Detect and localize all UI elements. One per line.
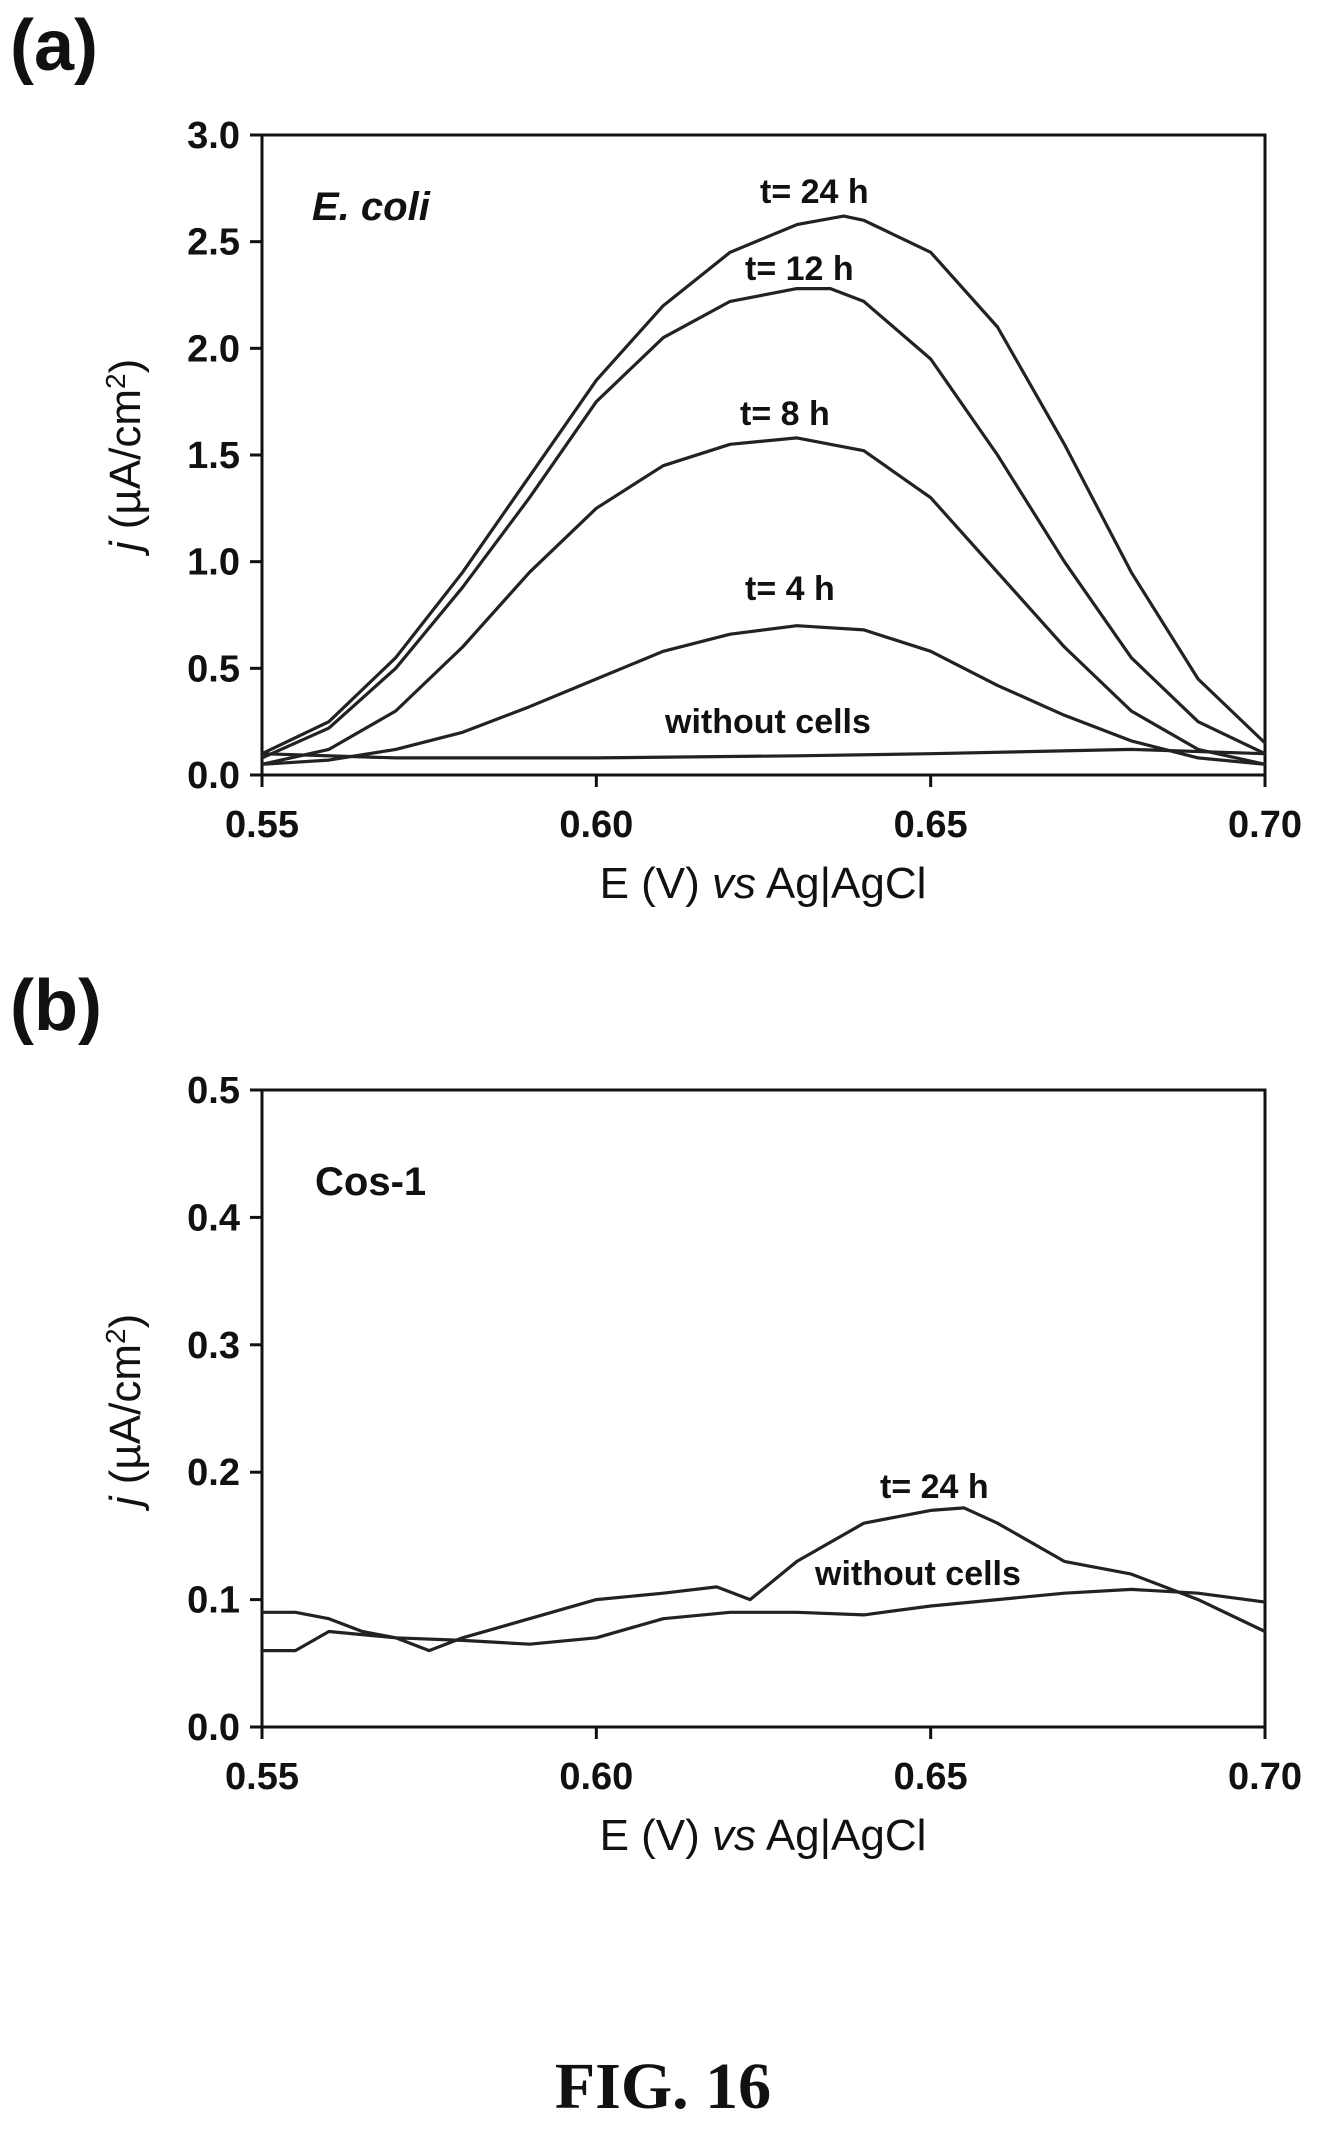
panel-b-x-axis-title: E (V) vs Ag|AgCl: [600, 1811, 927, 1860]
panel-a-label: (a): [10, 6, 98, 86]
panel-a-organism-label: E. coli: [312, 185, 431, 229]
panel-b-series-t-24-h: [262, 1506, 1266, 1653]
panel-a-x-axis-title: E (V) vs Ag|AgCl: [600, 859, 927, 908]
panel-a-label-12h: t= 12 h: [745, 250, 854, 288]
panel-a-series-t-8-h: [261, 436, 1266, 766]
panel-a-y-axis-title: j (µA/cm2): [100, 359, 151, 556]
panel-a-y-tick-label: 2.5: [187, 222, 240, 264]
figure-caption: FIG. 16: [555, 2050, 771, 2123]
panel-b-curves: [262, 1506, 1266, 1653]
panel-a-label-without-cells: without cells: [664, 703, 871, 741]
panel-a-y-tick-label: 1.0: [187, 542, 240, 584]
panel-b-x-ticks: 0.55 0.60 0.65 0.70: [225, 1727, 1302, 1798]
panel-a-y-tick-label: 0.5: [187, 648, 240, 690]
panel-a-x-tick-label: 0.60: [559, 804, 633, 846]
panel-a-y-ticks: 0.0 0.5 1.0 1.5 2.0 2.5 3.0: [187, 115, 262, 797]
panel-b-x-tick-label: 0.65: [894, 1756, 968, 1798]
panel-b: (b) 0.00.10.20.30.40.5 0.55 0.60 0.65 0.70 …: [10, 966, 1302, 1860]
panel-b-x-tick-label: 0.55: [225, 1756, 299, 1798]
panel-b-series-without-cells: [262, 1587, 1266, 1653]
panel-a-plot-frame: [260, 133, 1267, 777]
panel-a-series-without-cells: [261, 747, 1266, 760]
panel-a-x-tick-label: 0.55: [225, 804, 299, 846]
panel-a-series-t-4-h: [261, 624, 1266, 766]
panel-a-label-24h: t= 24 h: [760, 173, 869, 211]
panel-a-label-4h: t= 4 h: [745, 570, 835, 608]
panel-a-series-t-24-h: [261, 214, 1267, 756]
panel-a: (a) 0.00.51.01.52.02.53.0 0.55 0.60 0.65 0.…: [10, 6, 1302, 908]
panel-b-y-tick-label: 0.2: [187, 1452, 240, 1494]
panel-a-y-tick-label: 2.0: [187, 328, 240, 370]
panel-a-x-ticks: 0.55 0.60 0.65 0.70: [225, 775, 1302, 846]
panel-b-y-tick-label: 0.4: [187, 1197, 240, 1239]
panel-a-x-tick-label: 0.65: [894, 804, 968, 846]
panel-b-y-ticks: 0.0 0.1 0.2 0.3 0.4 0.5: [187, 1070, 262, 1749]
panel-b-label: (b): [10, 966, 102, 1046]
panel-b-label-without-cells: without cells: [814, 1555, 1021, 1593]
panel-b-y-tick-label: 0.1: [187, 1580, 240, 1622]
panel-b-x-tick-label: 0.60: [559, 1756, 633, 1798]
panel-b-y-axis-title: j (µA/cm2): [100, 1314, 151, 1511]
panel-b-plot-frame: [260, 1088, 1267, 1729]
panel-b-y-tick-label: 0.3: [187, 1325, 240, 1367]
panel-a-series-t-12-h: [261, 287, 1266, 760]
panel-b-y-tick-label: 0.0: [187, 1707, 240, 1749]
panel-a-x-tick-label: 0.70: [1228, 804, 1302, 846]
panel-b-x-tick-label: 0.70: [1228, 1756, 1302, 1798]
panel-b-cell-label: Cos-1: [315, 1160, 426, 1204]
panel-b-y-tick-label: 0.5: [187, 1070, 240, 1112]
panel-a-y-tick-label: 1.5: [187, 435, 240, 477]
panel-a-y-tick-label: 3.0: [187, 115, 240, 157]
panel-b-label-24h: t= 24 h: [880, 1468, 989, 1506]
panel-a-label-8h: t= 8 h: [740, 395, 830, 433]
panel-a-y-tick-label: 0.0: [187, 755, 240, 797]
panel-a-curves: [261, 214, 1267, 766]
